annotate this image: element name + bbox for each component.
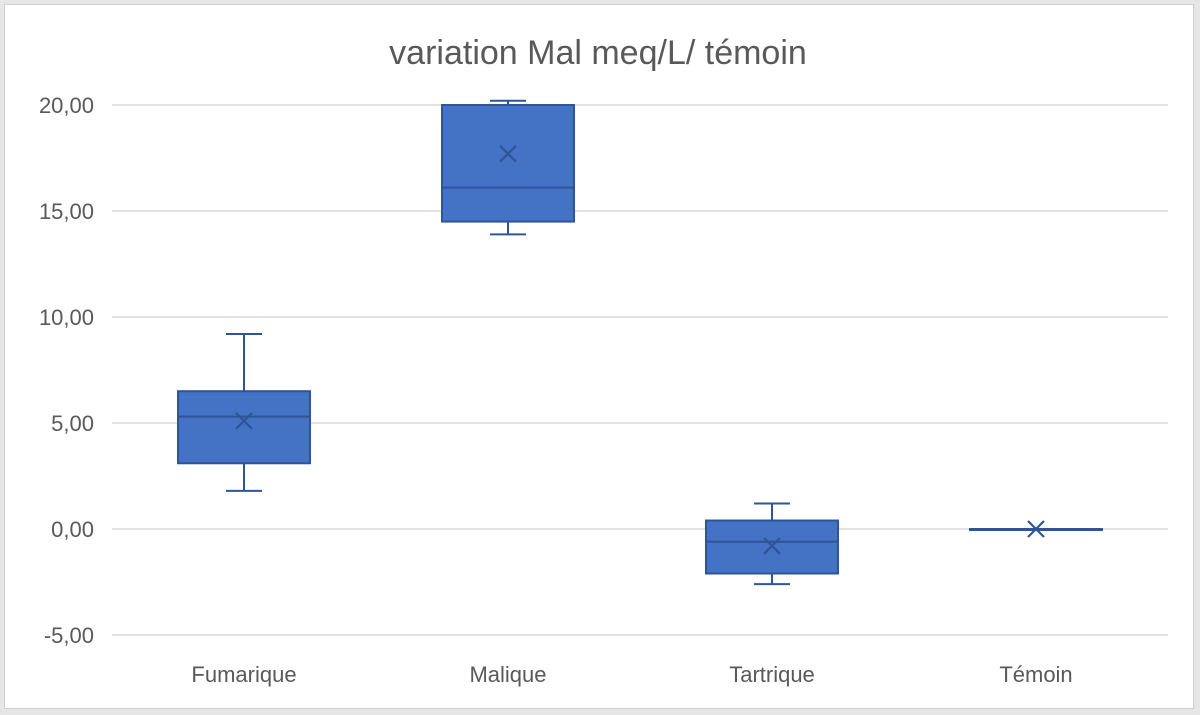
mean-marker — [1027, 520, 1045, 538]
y-tick-label: 5,00 — [51, 411, 94, 436]
gridlines — [112, 104, 1168, 636]
x-tick-label: Tartrique — [729, 662, 815, 687]
x-tick-label: Témoin — [999, 662, 1072, 687]
mean-marker — [763, 537, 781, 555]
y-tick-label: 0,00 — [51, 517, 94, 542]
x-tick-label: Malique — [469, 662, 546, 687]
box-iqr — [441, 104, 575, 223]
mean-marker — [235, 412, 253, 430]
box-group-témoin — [969, 520, 1103, 538]
x-axis-ticks: Fumarique Malique Tartrique Témoin — [191, 662, 1072, 687]
y-tick-label: 20,00 — [39, 93, 94, 118]
y-tick-label: 10,00 — [39, 305, 94, 330]
mean-marker — [499, 144, 517, 163]
y-tick-label: -5,00 — [44, 623, 94, 648]
boxes — [177, 99, 1103, 586]
box-group-tartrique — [705, 502, 839, 586]
box-group-fumarique — [177, 332, 311, 492]
box-iqr — [177, 390, 311, 465]
box-group-malique — [441, 99, 575, 236]
y-tick-label: 15,00 — [39, 199, 94, 224]
x-tick-label: Fumarique — [191, 662, 296, 687]
y-axis-ticks: -5,00 0,00 5,00 10,00 15,00 20,00 — [39, 93, 94, 648]
chart-title: variation Mal meq/L/ témoin — [389, 34, 807, 72]
chart-frame — [4, 4, 1194, 709]
